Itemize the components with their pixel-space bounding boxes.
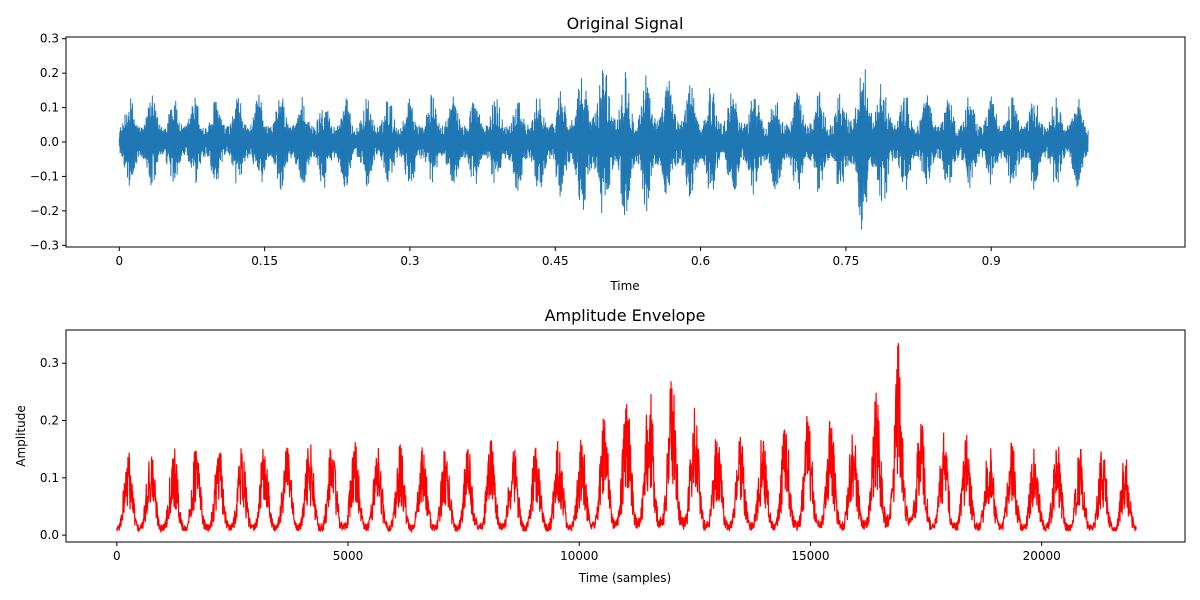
original-signal-y-tick-label: 0.2 [40, 66, 59, 80]
original-signal-title: Original Signal [567, 14, 684, 33]
amplitude-envelope-x-tick-label: 15000 [791, 549, 829, 563]
amplitude-envelope-panel: Amplitude Envelope 0 5000 10000 15000 20000 … [14, 306, 1186, 585]
original-signal-x-tick-label: 0.9 [982, 254, 1001, 268]
amplitude-envelope-trace [116, 343, 1137, 534]
original-signal-panel: Original Signal 0 0.15 0.3 0.45 0.6 0.75 0.9 −… [30, 14, 1186, 293]
amplitude-envelope-y-axis: 0.0 0.1 0.2 0.3 [40, 356, 66, 542]
amplitude-envelope-x-axis: 0 5000 10000 15000 20000 [113, 542, 1061, 563]
amplitude-envelope-x-tick-label: 5000 [333, 549, 364, 563]
original-signal-x-tick-label: 0.45 [542, 254, 569, 268]
original-signal-trace [118, 69, 1089, 230]
original-signal-x-tick-label: 0.15 [251, 254, 278, 268]
original-signal-x-tick-label: 0.6 [691, 254, 710, 268]
original-signal-x-axis: 0 0.15 0.3 0.45 0.6 0.75 0.9 [115, 247, 1001, 268]
amplitude-envelope-y-tick-label: 0.3 [40, 356, 59, 370]
original-signal-x-tick-label: 0.75 [833, 254, 860, 268]
amplitude-envelope-xlabel: Time (samples) [578, 571, 671, 585]
amplitude-envelope-y-tick-label: 0.1 [40, 471, 59, 485]
original-signal-y-axis: −0.3 −0.2 −0.1 0.0 0.1 0.2 0.3 [30, 32, 66, 252]
original-signal-xlabel: Time [609, 279, 639, 293]
original-signal-x-tick-label: 0 [115, 254, 123, 268]
original-signal-y-tick-label: 0.0 [40, 135, 59, 149]
amplitude-envelope-frame [65, 329, 1186, 543]
amplitude-envelope-x-tick-label: 0 [113, 549, 121, 563]
amplitude-envelope-ylabel: Amplitude [14, 405, 28, 467]
original-signal-y-tick-label: −0.3 [30, 238, 59, 252]
original-signal-y-tick-label: −0.1 [30, 169, 59, 183]
original-signal-y-tick-label: −0.2 [30, 204, 59, 218]
original-signal-y-tick-label: 0.3 [40, 32, 59, 46]
amplitude-envelope-x-tick-label: 20000 [1023, 549, 1061, 563]
original-signal-x-tick-label: 0.3 [400, 254, 419, 268]
amplitude-envelope-x-tick-label: 10000 [560, 549, 598, 563]
amplitude-envelope-title: Amplitude Envelope [545, 306, 706, 325]
amplitude-envelope-y-tick-label: 0.0 [40, 528, 59, 542]
amplitude-envelope-y-tick-label: 0.2 [40, 414, 59, 428]
original-signal-y-tick-label: 0.1 [40, 101, 59, 115]
